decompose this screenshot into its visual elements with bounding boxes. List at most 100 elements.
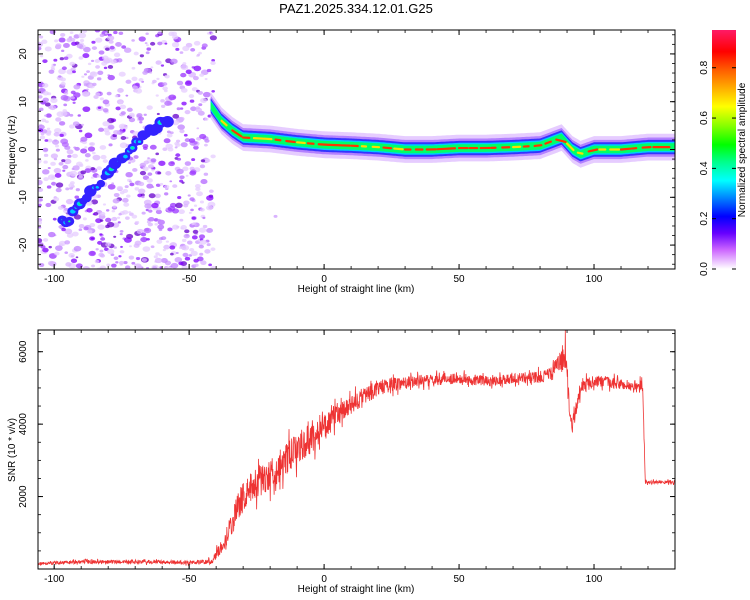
noise-speckle — [181, 245, 190, 251]
noise-speckle — [129, 245, 132, 248]
noise-speckle — [176, 157, 182, 161]
noise-speckle — [182, 45, 190, 52]
noise-speckle — [58, 37, 66, 43]
noise-speckle — [75, 256, 79, 259]
noise-speckle — [63, 43, 70, 49]
noise-speckle — [174, 257, 183, 263]
noise-speckle — [180, 72, 187, 78]
noise-speckle — [103, 247, 109, 252]
noise-speckle — [162, 86, 168, 91]
noise-speckle — [123, 47, 132, 53]
colorbar-tick-label: 0.4 — [699, 161, 710, 175]
noise-speckle — [198, 234, 206, 239]
noise-speckle — [58, 161, 64, 166]
noise-speckle — [137, 265, 143, 269]
noise-speckle — [38, 263, 45, 268]
noise-speckle — [97, 240, 103, 245]
noise-speckle — [195, 107, 202, 113]
noise-speckle — [97, 224, 105, 230]
noise-speckle — [196, 127, 200, 130]
noise-speckle — [121, 45, 127, 49]
noise-speckle — [77, 175, 84, 180]
noise-speckle — [42, 83, 49, 88]
noise-speckle — [133, 155, 139, 159]
noise-speckle — [169, 131, 174, 135]
noise-speckle — [137, 61, 142, 65]
noise-speckle — [102, 108, 109, 113]
noise-speckle — [207, 114, 212, 118]
noise-speckle — [113, 129, 120, 135]
spectrogram-y-tick-label: 10 — [18, 96, 29, 108]
noise-speckle — [89, 236, 96, 241]
noise-speckle — [200, 260, 207, 266]
noise-speckle — [206, 205, 214, 211]
snr-y-axis-label: SNR (10 * v/v) — [7, 418, 18, 482]
noise-speckle — [38, 203, 42, 207]
noise-speckle — [146, 47, 152, 51]
noise-speckle — [47, 166, 51, 170]
noise-speckle — [78, 129, 83, 133]
noise-speckle — [194, 183, 201, 189]
spectrogram-x-tick-label: -50 — [182, 274, 197, 285]
noise-speckle — [42, 247, 49, 253]
noise-speckle — [206, 195, 214, 201]
noise-speckle — [50, 66, 55, 69]
noise-speckle — [55, 144, 59, 148]
noise-speckle — [169, 180, 173, 183]
noise-speckle — [138, 78, 144, 82]
noise-speckle — [204, 143, 208, 147]
noise-speckle — [42, 59, 48, 64]
noise-speckle — [122, 128, 126, 131]
noise-speckle — [178, 116, 185, 121]
noise-speckle — [86, 207, 93, 213]
noise-speckle — [199, 164, 206, 169]
noise-speckle — [59, 57, 64, 61]
noise-speckle — [98, 252, 105, 257]
noise-speckle — [188, 94, 195, 99]
noise-speckle — [110, 217, 115, 221]
noise-speckle — [122, 210, 129, 215]
noise-speckle — [68, 183, 75, 188]
noise-speckle — [184, 229, 190, 234]
noise-speckle — [171, 224, 179, 230]
noise-speckle — [211, 58, 216, 62]
noise-speckle — [156, 112, 160, 116]
noise-speckle — [101, 61, 108, 66]
noise-speckle — [70, 258, 78, 264]
noise-speckle — [208, 189, 214, 193]
noise-speckle — [46, 127, 51, 131]
noise-speckle — [43, 238, 49, 242]
ridge-core-segment — [565, 142, 575, 152]
noise-speckle — [118, 101, 123, 105]
noise-speckle — [66, 149, 74, 155]
noise-speckle — [84, 146, 88, 149]
noise-speckle — [166, 133, 173, 138]
noise-speckle — [44, 139, 49, 142]
noise-speckle — [92, 82, 97, 87]
noise-speckle — [138, 181, 145, 187]
noise-speckle — [70, 67, 76, 72]
noise-speckle — [83, 73, 88, 76]
noise-speckle — [180, 142, 188, 148]
noise-speckle — [143, 113, 147, 117]
noise-speckle — [38, 35, 44, 39]
noise-speckle — [43, 160, 48, 164]
signal-blob-peak — [68, 220, 71, 223]
colorbar-tick-label: 0.0 — [699, 262, 710, 276]
noise-speckle — [189, 170, 197, 176]
noise-speckle — [167, 147, 174, 152]
noise-speckle — [76, 161, 83, 167]
noise-speckle — [133, 51, 139, 56]
noise-speckle — [82, 106, 91, 113]
snr-y-tick-label: 4000 — [18, 413, 29, 436]
noise-speckle — [104, 32, 108, 35]
noise-speckle — [55, 245, 63, 251]
noise-speckle — [182, 62, 187, 65]
noise-speckle — [192, 76, 199, 81]
snr-x-tick-label: 100 — [586, 574, 603, 585]
noise-speckle — [81, 75, 85, 78]
noise-speckle — [119, 104, 127, 110]
noise-speckle — [113, 256, 119, 261]
signal-blob-peak — [131, 146, 134, 149]
noise-speckle — [180, 64, 189, 71]
